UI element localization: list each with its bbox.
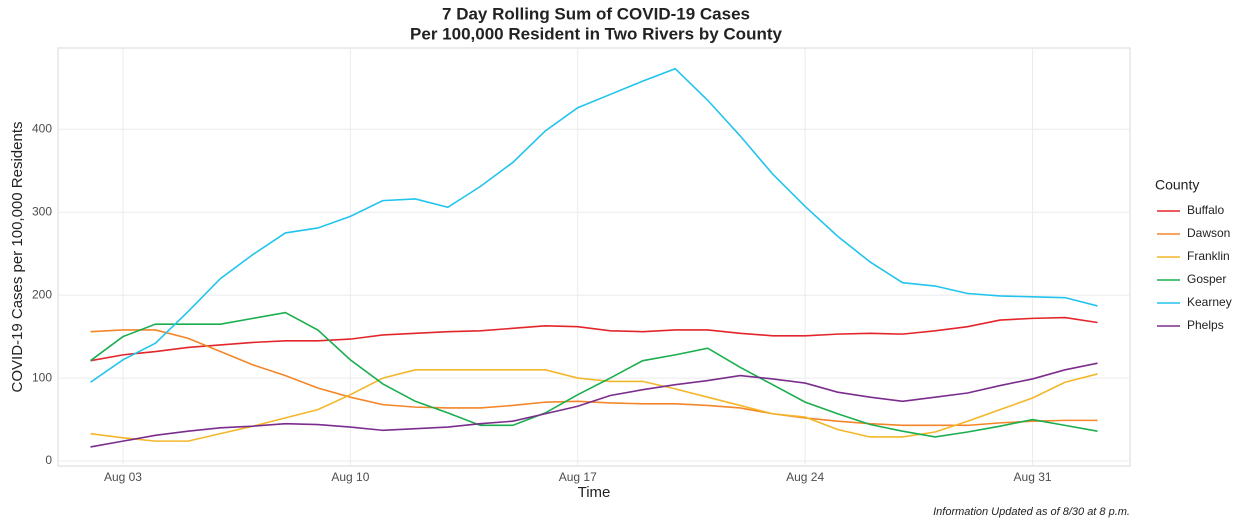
x-tick-label: Aug 17 [559,470,597,484]
x-tick-label: Aug 31 [1014,470,1052,484]
legend-label: Dawson [1187,226,1230,240]
y-axis-label: COVID-19 Cases per 100,000 Residents [9,122,26,393]
legend-label: Gosper [1187,272,1226,286]
y-tick-label: 200 [32,287,52,301]
series-line [90,329,1098,427]
chart-title: 7 Day Rolling Sum of COVID-19 Cases [442,4,750,23]
legend-label: Phelps [1187,318,1224,332]
series-line [90,67,1098,383]
plot-area [57,47,1131,467]
series-line [90,311,1098,438]
series-line [90,368,1098,442]
legend-label: Kearney [1187,295,1232,309]
x-tick-label: Aug 24 [786,470,824,484]
grid [57,47,1131,467]
y-tick-label: 400 [32,121,52,135]
chart-title: Per 100,000 Resident in Two Rivers by Co… [410,24,782,43]
x-tick-label: Aug 03 [104,470,142,484]
footnote: Information Updated as of 8/30 at 8 p.m. [933,506,1130,518]
legend-title: County [1155,177,1199,193]
y-tick-label: 100 [32,370,52,384]
legend-label: Franklin [1187,249,1230,263]
series-line [90,362,1098,448]
y-tick-label: 0 [45,453,52,467]
x-tick-label: Aug 10 [331,470,369,484]
y-tick-label: 300 [32,204,52,218]
x-axis-label: Time [578,484,611,501]
legend-label: Buffalo [1187,203,1224,217]
series-line [90,316,1098,362]
